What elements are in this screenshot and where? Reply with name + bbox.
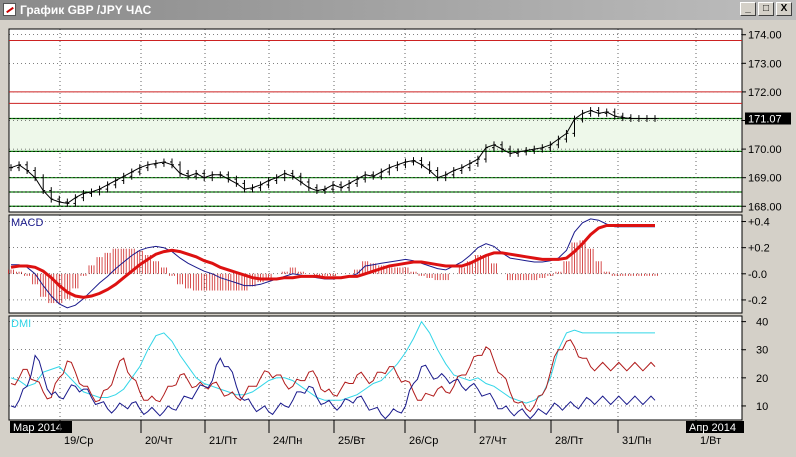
close-button[interactable]: X (776, 2, 792, 16)
day-label: 19/Ср (64, 435, 93, 447)
macd-title: MACD (11, 217, 43, 229)
dmi-tick-label: 10 (756, 401, 768, 413)
month-start-label: Мар 2014 (13, 422, 62, 434)
day-label: 21/Пт (209, 435, 237, 447)
day-label: 25/Вт (338, 435, 365, 447)
window-title: График GBP /JPY ЧАС (20, 3, 152, 17)
month-start-box (10, 421, 72, 433)
chart-app-icon (3, 3, 16, 16)
price-tick-label: 170.00 (748, 144, 782, 156)
price-band (10, 118, 741, 152)
day-label: 24/Пн (273, 435, 302, 447)
dmi-title: DMI (11, 318, 31, 330)
price-tick-label: 172.00 (748, 87, 782, 99)
price-tick-label: 174.00 (748, 30, 782, 42)
month-end-label: Апр 2014 (689, 422, 736, 434)
dmi-tick-label: 30 (756, 345, 768, 357)
macd-tick-label: +0.4 (748, 217, 770, 229)
price-line (10, 109, 655, 204)
last-price-box (745, 112, 791, 125)
price-tick-label: 168.00 (748, 201, 782, 213)
minimize-button[interactable]: _ (740, 2, 756, 16)
day-label: 28/Пт (555, 435, 583, 447)
day-label: 26/Ср (409, 435, 438, 447)
macd-tick-label: -0.0 (748, 269, 767, 281)
dmi-series-line-plusdi (10, 339, 656, 413)
dmi-tick-label: 40 (756, 317, 768, 329)
price-tick-label: 169.00 (748, 173, 782, 185)
window-titlebar: График GBP /JPY ЧАС _ □ X (0, 0, 796, 20)
maximize-button[interactable]: □ (758, 2, 774, 16)
day-label: 20/Чт (145, 435, 173, 447)
day-label: 31/Пн (622, 435, 651, 447)
chart-area[interactable]: 174.00173.00172.00171.00170.00169.00168.… (0, 20, 796, 457)
x-axis-bar (9, 420, 742, 436)
macd-tick-label: +0.2 (748, 243, 770, 255)
dmi-series-line-minusdi (10, 354, 656, 420)
macd-series-line-signal (10, 224, 655, 299)
month-end-box (686, 421, 744, 433)
last-price-label: 171.07 (748, 113, 782, 125)
price-tick-label: 173.00 (748, 58, 782, 70)
day-label: 1/Вт (700, 435, 721, 447)
dmi-tick-label: 20 (756, 373, 768, 385)
macd-tick-label: -0.2 (748, 295, 767, 307)
day-label: 27/Чт (479, 435, 507, 447)
